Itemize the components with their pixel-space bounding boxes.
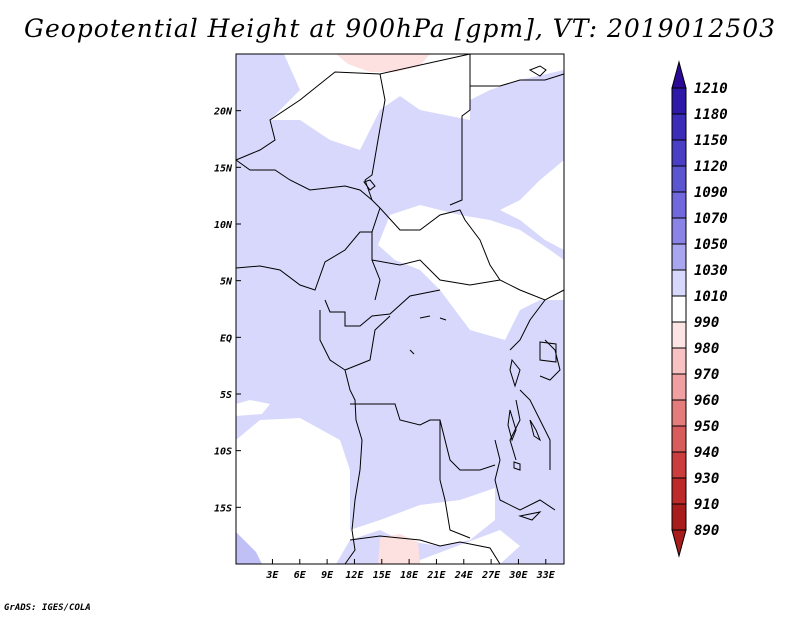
contour-fill-below-990-north bbox=[336, 54, 430, 72]
lat-tick-label: 20N bbox=[213, 107, 233, 118]
lon-tick-label: 12E bbox=[345, 570, 364, 581]
grads-credit: GrADS: IGES/COLA bbox=[4, 603, 91, 613]
colorbar-swatch bbox=[671, 269, 687, 297]
colorbar-label: 1210 bbox=[694, 81, 728, 97]
colorbar-label: 1120 bbox=[694, 159, 728, 175]
contour-fill-990-1010-upper-right bbox=[500, 160, 564, 250]
colorbar-label: 940 bbox=[694, 445, 719, 461]
colorbar-label: 1010 bbox=[694, 289, 728, 305]
colorbar-swatch bbox=[671, 217, 687, 245]
colorbar-label: 1030 bbox=[694, 263, 728, 279]
lon-tick-label: 27E bbox=[481, 570, 501, 581]
colorbar-label: 970 bbox=[694, 367, 719, 383]
colorbar-swatch bbox=[671, 399, 687, 427]
colorbar-label: 910 bbox=[694, 497, 719, 513]
colorbar-label: 1070 bbox=[694, 211, 728, 227]
colorbar-label: 1090 bbox=[694, 185, 728, 201]
colorbar-swatch bbox=[671, 425, 687, 453]
lat-tick-label: 10S bbox=[214, 447, 232, 458]
colorbar-swatch bbox=[671, 477, 687, 505]
colorbar-label: 950 bbox=[694, 419, 719, 435]
colorbar-swatch bbox=[671, 139, 687, 167]
colorbar-swatch bbox=[671, 373, 687, 401]
lon-tick-label: 9E bbox=[321, 570, 334, 581]
colorbar-label: 890 bbox=[694, 523, 719, 539]
colorbar-swatch bbox=[671, 503, 687, 531]
lon-tick-label: 6E bbox=[294, 570, 307, 581]
contour-fill-990-1010 bbox=[236, 54, 564, 564]
colorbar-swatch bbox=[671, 295, 687, 323]
lon-tick-label: 33E bbox=[536, 570, 556, 581]
lon-tick-label: 18E bbox=[400, 570, 419, 581]
lat-tick-label: 10N bbox=[214, 220, 233, 231]
colorbar-label: 930 bbox=[694, 471, 719, 487]
map-panel: 3E 6E 9E 12E 15E 18E 21E 24E 27E 30E 33E 20N 15N 10N… bbox=[213, 53, 565, 581]
contour-fill-below-990-south bbox=[378, 534, 420, 564]
colorbar-label: 960 bbox=[694, 393, 719, 409]
colorbar-top-arrow bbox=[671, 60, 687, 89]
lon-tick-label: 24E bbox=[454, 570, 474, 581]
lon-tick-label: 15E bbox=[373, 570, 392, 581]
colorbar-swatch bbox=[671, 321, 687, 349]
lon-tick-label: 21E bbox=[426, 570, 446, 581]
lat-tick-label: 15N bbox=[214, 163, 233, 174]
colorbar-swatch bbox=[671, 347, 687, 375]
lake-outlines bbox=[363, 65, 557, 521]
colorbar-label: 1150 bbox=[694, 133, 728, 149]
map-frame bbox=[235, 53, 565, 565]
colorbar-label: 1180 bbox=[694, 107, 728, 123]
colorbar-label: 990 bbox=[694, 315, 719, 331]
latitude-ticks: 20N 15N 10N 5N EQ 5S 10S 15S bbox=[213, 107, 241, 514]
map-title: Geopotential Height at 900hPa [gpm], VT:… bbox=[23, 14, 777, 43]
colorbar-swatch bbox=[671, 113, 687, 141]
colorbar-bottom-arrow bbox=[671, 529, 687, 558]
colorbar-swatch bbox=[671, 451, 687, 479]
longitude-ticks: 3E 6E 9E 12E 15E 18E 21E 24E 27E 30E 33E bbox=[265, 559, 556, 581]
lon-tick-label: 3E bbox=[265, 570, 279, 581]
colorbar-label: 1050 bbox=[694, 237, 728, 253]
colorbar-swatch bbox=[671, 243, 687, 271]
lat-tick-label: EQ bbox=[220, 333, 232, 344]
lon-tick-label: 30E bbox=[508, 570, 528, 581]
colorbar-swatch bbox=[671, 191, 687, 219]
lat-tick-label: 5S bbox=[220, 390, 232, 401]
country-borders bbox=[235, 53, 565, 565]
colorbar-swatch bbox=[671, 165, 687, 193]
colorbar-swatch bbox=[671, 87, 687, 115]
lat-tick-label: 5N bbox=[220, 277, 233, 288]
colorbar-label: 980 bbox=[694, 341, 719, 357]
colorbar: 1210 1180 1150 1120 1090 1070 1050 1030 1010 990 9… bbox=[671, 60, 728, 558]
lat-tick-label: 15S bbox=[214, 503, 232, 514]
contour-fill-1030-1050 bbox=[236, 532, 262, 564]
